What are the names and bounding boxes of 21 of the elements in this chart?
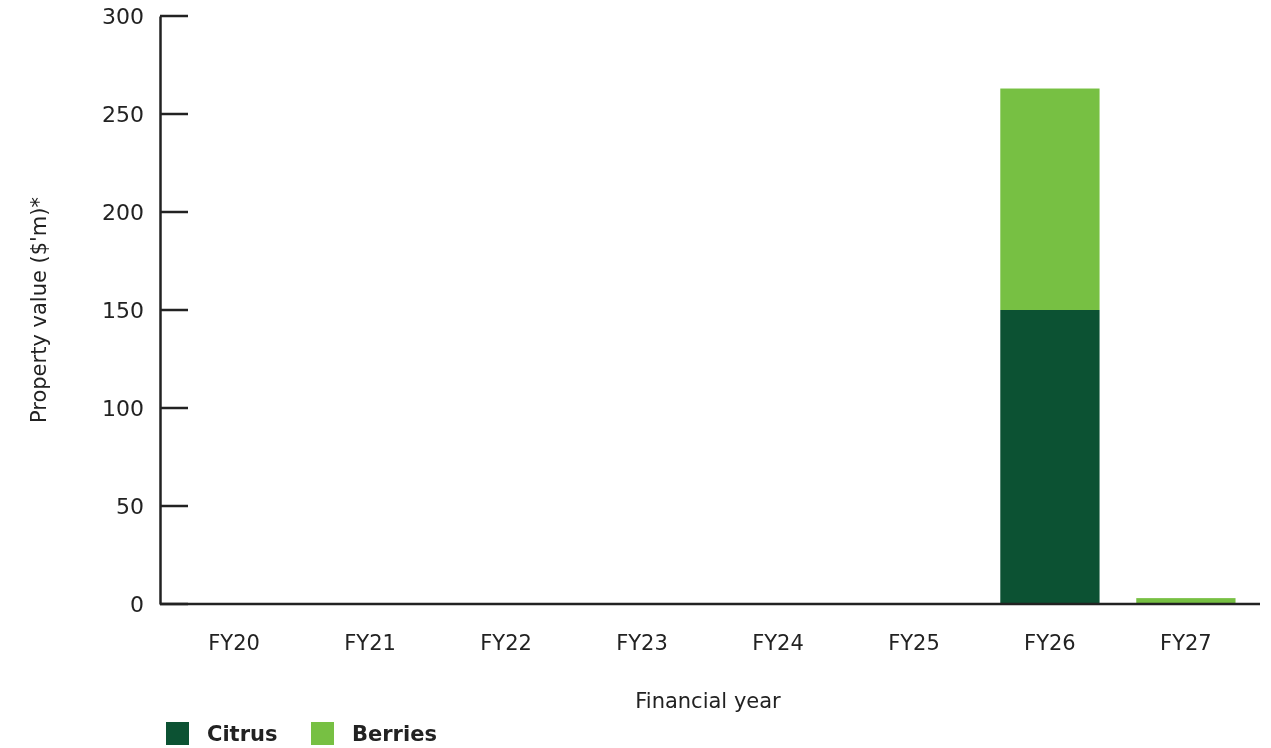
y-tick-label: 200 — [102, 199, 144, 225]
bar — [1000, 88, 1100, 310]
y-axis-title: Property value ($'m)* — [27, 196, 51, 424]
bar — [1000, 310, 1100, 604]
x-axis-title: Financial year — [635, 689, 782, 713]
x-tick-label: FY24 — [752, 631, 804, 655]
y-tick-label: 250 — [102, 101, 144, 127]
y-tick-label: 100 — [102, 395, 144, 421]
x-tick-label: FY23 — [616, 631, 668, 655]
x-tick-label: FY21 — [344, 631, 396, 655]
y-tick-label: 50 — [116, 493, 144, 519]
legend-label: Citrus — [207, 722, 278, 747]
x-tick-label: FY27 — [1160, 631, 1212, 655]
y-tick-label: 300 — [102, 3, 144, 29]
x-tick-label: FY22 — [480, 631, 532, 655]
y-tick-label: 0 — [130, 591, 144, 617]
legend-label: Berries — [352, 722, 437, 747]
x-tick-label: FY25 — [888, 631, 940, 655]
x-tick-label: FY20 — [208, 631, 260, 655]
x-tick-label: FY26 — [1024, 631, 1076, 655]
y-tick-label: 150 — [102, 297, 144, 323]
